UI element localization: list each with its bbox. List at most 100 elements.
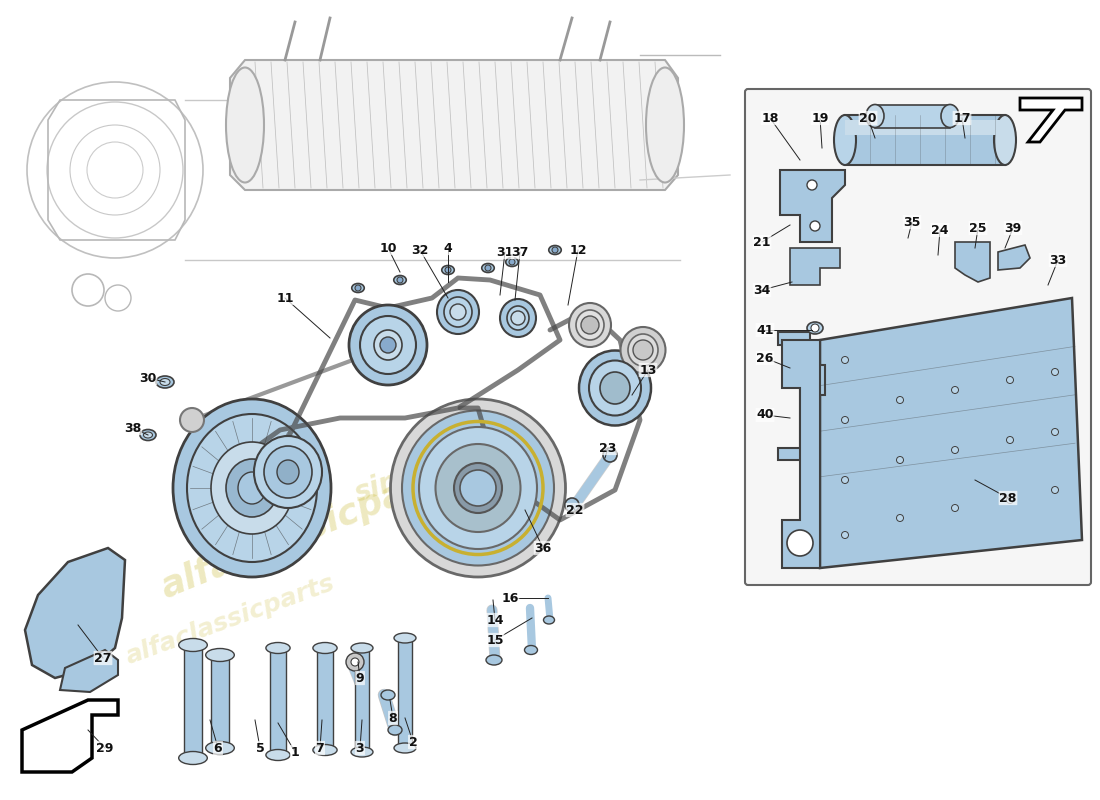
Ellipse shape [506,258,518,266]
Ellipse shape [160,378,170,386]
Text: 32: 32 [411,243,429,257]
Text: 2: 2 [408,735,417,749]
Ellipse shape [352,283,364,293]
Circle shape [896,514,903,522]
Ellipse shape [238,472,266,504]
Circle shape [896,457,903,463]
Polygon shape [60,650,118,692]
Text: 31: 31 [496,246,514,258]
Circle shape [552,247,558,253]
Text: 20: 20 [859,111,877,125]
Ellipse shape [312,642,337,654]
Ellipse shape [507,306,529,330]
Polygon shape [398,638,412,748]
Text: 10: 10 [379,242,397,254]
Circle shape [632,340,653,360]
Ellipse shape [381,690,395,700]
Text: 6: 6 [213,742,222,754]
Ellipse shape [845,115,1005,165]
Circle shape [509,259,515,265]
Ellipse shape [402,410,554,566]
Polygon shape [874,105,950,128]
Ellipse shape [226,67,264,182]
Polygon shape [1020,98,1082,142]
Circle shape [952,386,958,394]
Ellipse shape [442,266,454,274]
Text: 9: 9 [355,671,364,685]
Text: 22: 22 [566,503,584,517]
Text: alfaclassicparts: alfaclassicparts [156,454,464,606]
Polygon shape [845,120,1005,135]
Circle shape [952,505,958,511]
Ellipse shape [565,498,579,512]
Circle shape [346,653,364,671]
Text: since1985: since1985 [351,432,509,508]
Circle shape [180,408,204,432]
Text: 4: 4 [443,242,452,254]
Text: 27: 27 [95,651,112,665]
Polygon shape [845,115,1005,165]
Ellipse shape [576,310,604,340]
Circle shape [1052,369,1058,375]
Text: 29: 29 [97,742,113,754]
Text: 16: 16 [502,591,519,605]
Circle shape [1006,377,1013,383]
Text: 35: 35 [903,215,921,229]
Ellipse shape [646,67,684,182]
Circle shape [842,531,848,538]
Text: 19: 19 [812,111,828,125]
Ellipse shape [549,246,561,254]
Text: 25: 25 [969,222,987,234]
Ellipse shape [603,448,617,462]
Text: 5: 5 [255,742,264,754]
Circle shape [512,311,525,325]
Circle shape [896,397,903,403]
Text: 17: 17 [954,111,970,125]
Circle shape [1052,486,1058,494]
Ellipse shape [206,649,234,662]
Text: 13: 13 [639,363,657,377]
Ellipse shape [866,105,884,127]
Polygon shape [230,60,678,190]
Ellipse shape [351,747,373,757]
Text: 37: 37 [512,246,529,258]
Ellipse shape [454,463,502,513]
Ellipse shape [482,263,494,273]
Ellipse shape [173,399,331,577]
Polygon shape [780,170,845,242]
Text: 15: 15 [486,634,504,646]
Circle shape [1006,437,1013,443]
Ellipse shape [394,633,416,643]
Text: 7: 7 [316,742,324,754]
Circle shape [810,221,820,231]
Ellipse shape [264,446,312,498]
Circle shape [807,180,817,190]
Ellipse shape [600,372,630,404]
Text: 23: 23 [600,442,617,454]
Ellipse shape [226,459,278,517]
Ellipse shape [156,376,174,388]
Polygon shape [998,245,1030,270]
Text: 8: 8 [388,711,397,725]
Text: 14: 14 [486,614,504,626]
FancyBboxPatch shape [745,89,1091,585]
Ellipse shape [349,305,427,385]
Ellipse shape [178,638,207,651]
Ellipse shape [206,742,234,754]
Polygon shape [270,648,286,755]
Polygon shape [22,700,118,772]
Ellipse shape [579,350,651,426]
Ellipse shape [834,115,856,165]
Polygon shape [955,242,990,282]
Polygon shape [790,248,840,285]
Ellipse shape [419,427,537,549]
Text: 24: 24 [932,223,948,237]
Circle shape [1006,497,1013,503]
Ellipse shape [143,432,153,438]
Text: 30: 30 [140,371,156,385]
Polygon shape [184,645,202,758]
Ellipse shape [807,322,823,334]
Ellipse shape [140,430,156,441]
Circle shape [379,337,396,353]
Circle shape [355,285,361,291]
